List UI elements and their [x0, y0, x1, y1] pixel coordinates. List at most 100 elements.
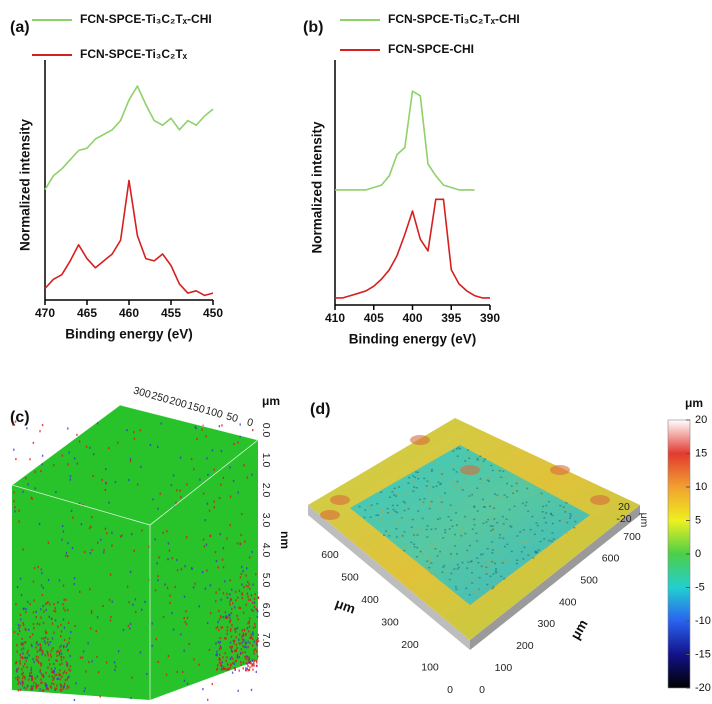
speckle: [90, 611, 93, 614]
surface-texture: [363, 516, 366, 519]
speckle: [38, 623, 41, 626]
speckle: [21, 644, 24, 647]
speckle: [238, 606, 240, 609]
surface-texture: [417, 510, 420, 512]
surface-texture: [577, 514, 579, 517]
speckle: [206, 457, 208, 460]
speckle: [61, 675, 63, 678]
speckle: [219, 646, 221, 649]
speckle: [91, 660, 93, 663]
surface-texture: [484, 562, 487, 565]
speckle: [83, 690, 85, 693]
speckle: [183, 595, 186, 598]
speckle: [92, 474, 94, 477]
surface-texture: [432, 486, 435, 488]
speckle: [237, 441, 239, 444]
surface-texture: [465, 587, 468, 590]
speckle: [51, 637, 54, 640]
speckle: [154, 589, 157, 592]
speckle: [226, 656, 228, 659]
surface-texture: [519, 518, 522, 521]
speckle: [244, 633, 247, 636]
surface-texture: [396, 511, 399, 514]
speckle: [223, 666, 225, 669]
surface-texture: [468, 457, 471, 460]
surface-spot: [550, 465, 570, 475]
surface-texture: [478, 577, 481, 579]
speckle: [47, 578, 50, 582]
surface-texture: [533, 486, 536, 489]
surface-texture: [505, 560, 508, 562]
speckle: [60, 649, 62, 652]
speckle: [243, 628, 246, 631]
speckle: [60, 658, 63, 661]
surface-texture: [465, 556, 468, 559]
speckle: [252, 644, 254, 647]
speckle: [251, 659, 254, 662]
speckle: [39, 644, 42, 647]
speckle: [56, 651, 58, 654]
x-tick-label: 200: [401, 639, 419, 651]
speckle: [229, 641, 232, 644]
series-line: [44, 179, 214, 297]
speckle: [130, 696, 132, 700]
speckle: [30, 685, 33, 688]
speckle: [203, 545, 206, 548]
speckle: [206, 569, 208, 572]
speckle: [44, 654, 46, 657]
volume: [12, 405, 260, 702]
speckle: [82, 504, 84, 507]
surface-texture: [405, 493, 408, 495]
speckle: [41, 689, 43, 692]
speckle: [53, 662, 55, 665]
surface-texture: [516, 535, 519, 537]
speckle: [256, 664, 258, 667]
speckle: [158, 556, 160, 559]
speckle: [89, 446, 91, 449]
surface-texture: [428, 566, 431, 569]
speckle: [216, 650, 218, 653]
surface-texture: [547, 542, 550, 544]
speckle: [245, 603, 247, 606]
surface-texture: [526, 541, 529, 543]
surface-texture: [429, 559, 431, 562]
speckle: [69, 665, 72, 668]
surface-texture: [492, 573, 495, 575]
speckle: [49, 663, 51, 666]
speckle: [62, 584, 65, 587]
x-tick-label: 410: [325, 311, 345, 325]
speckle: [41, 454, 44, 457]
speckle: [128, 601, 130, 604]
speckle: [26, 427, 28, 430]
surface-texture: [364, 509, 367, 511]
speckle: [247, 598, 250, 601]
surface-texture: [512, 492, 514, 494]
speckle: [176, 558, 178, 562]
speckle: [39, 647, 41, 650]
surface-texture: [479, 466, 482, 468]
surface-texture: [398, 486, 401, 488]
speckle: [246, 567, 248, 570]
speckle: [249, 617, 251, 620]
speckle: [47, 641, 49, 644]
surface-spot: [590, 495, 610, 505]
speckle: [229, 579, 231, 582]
legend-label: FCN-SPCE-Ti₃C₂Tₓ: [80, 47, 188, 61]
series-line: [335, 198, 490, 299]
speckle: [50, 667, 53, 670]
speckle: [249, 666, 251, 669]
speckle: [182, 670, 184, 674]
speckle: [162, 615, 165, 618]
speckle: [224, 580, 226, 583]
speckle: [59, 669, 61, 672]
speckle: [60, 630, 63, 633]
speckle: [26, 656, 28, 659]
speckle: [33, 627, 35, 630]
speckle: [19, 577, 22, 580]
speckle: [215, 627, 217, 630]
panel-label: (b): [303, 19, 323, 36]
surface-texture: [439, 517, 442, 520]
surface-texture: [452, 480, 455, 482]
y-axis-title: Normalized intensity: [310, 121, 325, 254]
surface-texture: [455, 448, 458, 450]
